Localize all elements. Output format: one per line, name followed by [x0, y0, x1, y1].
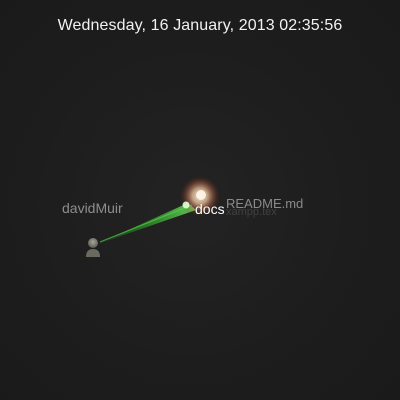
- commit-beam-core: [99, 204, 193, 243]
- file-ghost-label: xampp.tex: [226, 206, 277, 218]
- user-avatar-icon: [86, 238, 100, 257]
- file-label: README.md: [226, 196, 304, 211]
- file-node-secondary: [182, 201, 190, 209]
- directory-label: docs: [195, 201, 225, 217]
- file-node: [196, 190, 206, 200]
- timestamp-label: Wednesday, 16 January, 2013 02:35:56: [57, 17, 343, 34]
- user-label: davidMuir: [62, 200, 123, 216]
